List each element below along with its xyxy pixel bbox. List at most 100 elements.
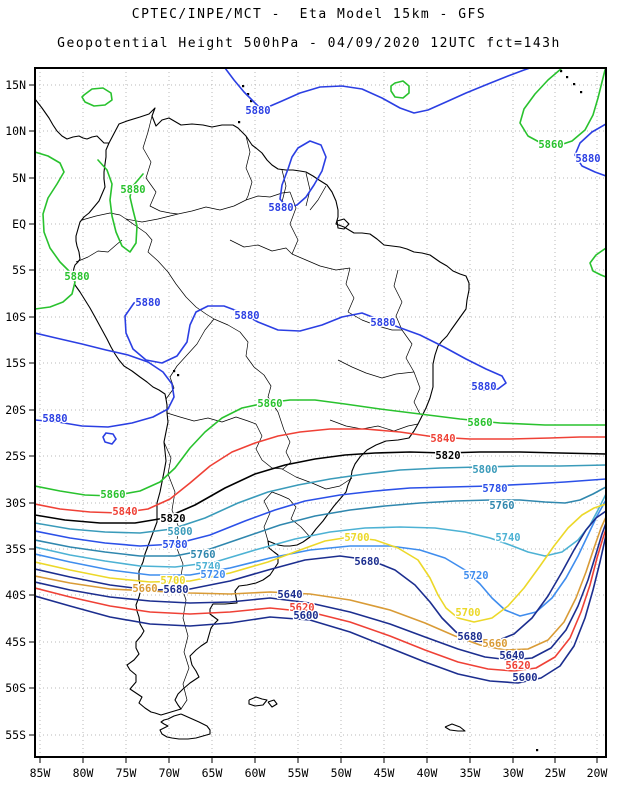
contour-5840 xyxy=(35,428,606,514)
contour-label-5860: 5860 xyxy=(100,489,125,501)
country-border xyxy=(142,115,179,215)
contour-label-5700: 5700 xyxy=(160,575,185,587)
coastline xyxy=(159,713,211,740)
island-dot xyxy=(247,93,250,96)
contour-5680 xyxy=(35,510,606,643)
lon-tick-label-55W: 55W xyxy=(288,766,309,780)
lon-tick-label-25W: 25W xyxy=(545,766,566,780)
contour-5700 xyxy=(35,503,606,623)
contour-5640 xyxy=(35,522,606,661)
contour-label-5720: 5720 xyxy=(200,569,225,581)
lat-tick-label-40S: 40S xyxy=(5,588,26,602)
contour-label-5720: 5720 xyxy=(463,570,488,582)
country-border xyxy=(166,412,257,425)
coastline xyxy=(35,98,109,144)
lat-tick-label-10S: 10S xyxy=(5,310,26,324)
contour-label-5860: 5860 xyxy=(538,139,563,151)
contour-label-5820: 5820 xyxy=(160,513,185,525)
lon-tick-label-65W: 65W xyxy=(202,766,223,780)
lat-tick-label-15S: 15S xyxy=(5,356,26,370)
contour-label-5700: 5700 xyxy=(455,607,480,619)
country-border xyxy=(281,468,353,490)
country-border xyxy=(81,212,127,221)
island-dot xyxy=(580,91,583,94)
country-border xyxy=(309,185,327,211)
contour-label-5760: 5760 xyxy=(190,549,215,561)
contour-5860 xyxy=(519,68,606,147)
contour-label-5860: 5860 xyxy=(467,417,492,429)
contour-5880 xyxy=(102,432,117,445)
lon-tick-label-30W: 30W xyxy=(503,766,524,780)
lat-tick-label-10N: 10N xyxy=(5,124,26,138)
contour-label-5780: 5780 xyxy=(162,539,187,551)
lat-tick-label-5N: 5N xyxy=(12,171,26,185)
contour-label-5840: 5840 xyxy=(112,506,137,518)
country-border xyxy=(413,371,421,415)
contour-5620 xyxy=(35,528,606,672)
island-dot xyxy=(177,374,180,377)
contour-label-5880: 5880 xyxy=(120,184,145,196)
country-border xyxy=(75,239,123,263)
contour-label-5640: 5640 xyxy=(277,589,302,601)
contour-label-5840: 5840 xyxy=(430,433,455,445)
contour-label-5600: 5600 xyxy=(293,610,318,622)
lon-tick-label-60W: 60W xyxy=(245,766,266,780)
contour-label-5640: 5640 xyxy=(499,650,524,662)
contour-5720 xyxy=(35,499,606,617)
coastline xyxy=(248,696,268,707)
chart-title-model: CPTEC/INPE/MCT - Eta Model 15km - GFS xyxy=(131,7,487,22)
contour-5860 xyxy=(390,80,410,99)
contour-5600 xyxy=(35,534,606,684)
contour-label-5660: 5660 xyxy=(482,638,507,650)
contour-label-5680: 5680 xyxy=(457,631,482,643)
contour-label-5760: 5760 xyxy=(489,500,514,512)
gridlines xyxy=(35,68,606,757)
lon-tick-label-85W: 85W xyxy=(30,766,51,780)
country-border xyxy=(401,329,415,373)
coastline xyxy=(267,699,278,708)
contour-label-5680: 5680 xyxy=(163,584,188,596)
country-border xyxy=(337,359,415,379)
contour-5860 xyxy=(589,247,606,278)
contour-label-5880: 5880 xyxy=(64,271,89,283)
contour-label-5620: 5620 xyxy=(289,602,314,614)
contour-5880 xyxy=(574,123,606,177)
contour-5820 xyxy=(35,451,606,524)
contour-5880 xyxy=(97,159,144,253)
contour-labels: 5880 5880 5880 5880 5880 5880 5880 5880 5880 5880… xyxy=(41,104,602,686)
country-border xyxy=(229,239,293,255)
contour-label-5880: 5880 xyxy=(268,202,293,214)
contour-5780 xyxy=(35,478,606,547)
contour-label-5620: 5620 xyxy=(505,660,530,672)
lat-tick-label-20S: 20S xyxy=(5,403,26,417)
contour-label-5880: 5880 xyxy=(471,381,496,393)
country-border xyxy=(289,191,299,255)
contour-label-5800: 5800 xyxy=(167,526,192,538)
map-frame xyxy=(34,67,607,758)
contour-5880 xyxy=(81,87,113,107)
contour-label-5740: 5740 xyxy=(495,532,520,544)
lon-tick-label-80W: 80W xyxy=(73,766,94,780)
contour-label-5880: 5880 xyxy=(135,297,160,309)
contour-label-5880: 5880 xyxy=(370,317,395,329)
island-dot xyxy=(566,76,569,79)
country-border xyxy=(347,311,402,331)
contour-label-5880: 5880 xyxy=(234,310,259,322)
contour-5740 xyxy=(35,493,606,568)
island-dot xyxy=(242,85,245,88)
lon-tick-label-75W: 75W xyxy=(116,766,137,780)
country-border xyxy=(177,191,291,215)
coastline xyxy=(72,107,470,716)
coastline xyxy=(336,218,350,230)
contour-label-5800: 5800 xyxy=(472,464,497,476)
country-border xyxy=(165,318,215,400)
contour-label-5680: 5680 xyxy=(354,556,379,568)
contour-5880 xyxy=(124,297,507,391)
country-border xyxy=(213,318,279,413)
lon-tick-label-45W: 45W xyxy=(374,766,395,780)
lat-tick-label-30S: 30S xyxy=(5,496,26,510)
contour-5660 xyxy=(35,516,606,651)
lon-tick-label-50W: 50W xyxy=(331,766,352,780)
